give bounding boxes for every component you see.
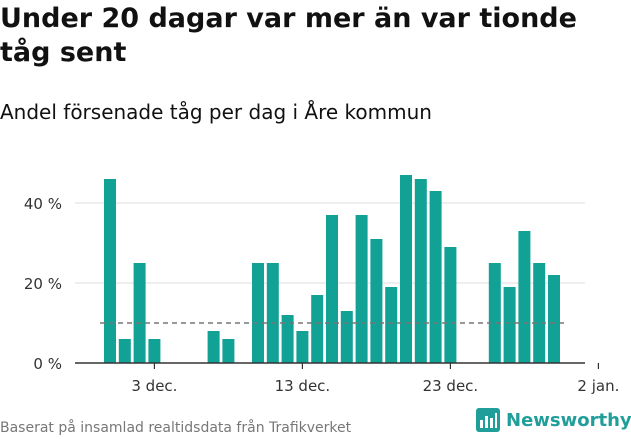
bar bbox=[385, 287, 398, 363]
source-note: Baserat på insamlad realtidsdata från Tr… bbox=[0, 420, 352, 436]
chart-title: Under 20 dagar var mer än var tionde tåg… bbox=[0, 3, 577, 68]
x-tick-label: 23 dec. bbox=[423, 377, 479, 395]
y-tick-label: 20 % bbox=[24, 275, 62, 293]
bar bbox=[340, 311, 353, 363]
bar bbox=[148, 339, 161, 363]
bar bbox=[207, 331, 220, 363]
bar bbox=[488, 263, 501, 363]
bar-series bbox=[104, 175, 560, 363]
axes: 0 % 20 % 40 % 3 dec. 13 dec. 23 dec. 2 jan. bbox=[24, 195, 619, 395]
bar bbox=[355, 215, 368, 363]
bar bbox=[311, 295, 324, 363]
bar bbox=[370, 239, 383, 363]
x-tick-label: 3 dec. bbox=[131, 377, 177, 395]
bar bbox=[548, 275, 560, 363]
y-tick-label: 0 % bbox=[33, 355, 62, 373]
bar bbox=[429, 191, 442, 363]
bar bbox=[133, 263, 146, 363]
y-tick-label: 40 % bbox=[24, 195, 62, 213]
bar bbox=[533, 263, 546, 363]
bar bbox=[296, 331, 309, 363]
bar bbox=[444, 247, 457, 363]
bar bbox=[118, 339, 131, 363]
bar bbox=[400, 175, 412, 363]
brand: Newsworthy bbox=[476, 408, 631, 432]
x-tick-label: 13 dec. bbox=[275, 377, 331, 395]
bar bbox=[104, 179, 116, 363]
brand-name: Newsworthy bbox=[506, 409, 631, 431]
bar bbox=[252, 263, 264, 363]
bar bbox=[518, 231, 531, 363]
chart-subtitle: Andel försenade tåg per dag i Åre kommun bbox=[0, 100, 432, 124]
bar bbox=[222, 339, 235, 363]
bar bbox=[503, 287, 516, 363]
newsworthy-logo-icon bbox=[476, 408, 500, 432]
bar bbox=[326, 215, 338, 363]
bar-chart: 0 % 20 % 40 % 3 dec. 13 dec. 23 dec. 2 jan. bbox=[24, 175, 619, 395]
bar bbox=[281, 315, 294, 363]
bar bbox=[414, 179, 427, 363]
x-tick-label: 2 jan. bbox=[577, 377, 619, 395]
bar bbox=[266, 263, 279, 363]
